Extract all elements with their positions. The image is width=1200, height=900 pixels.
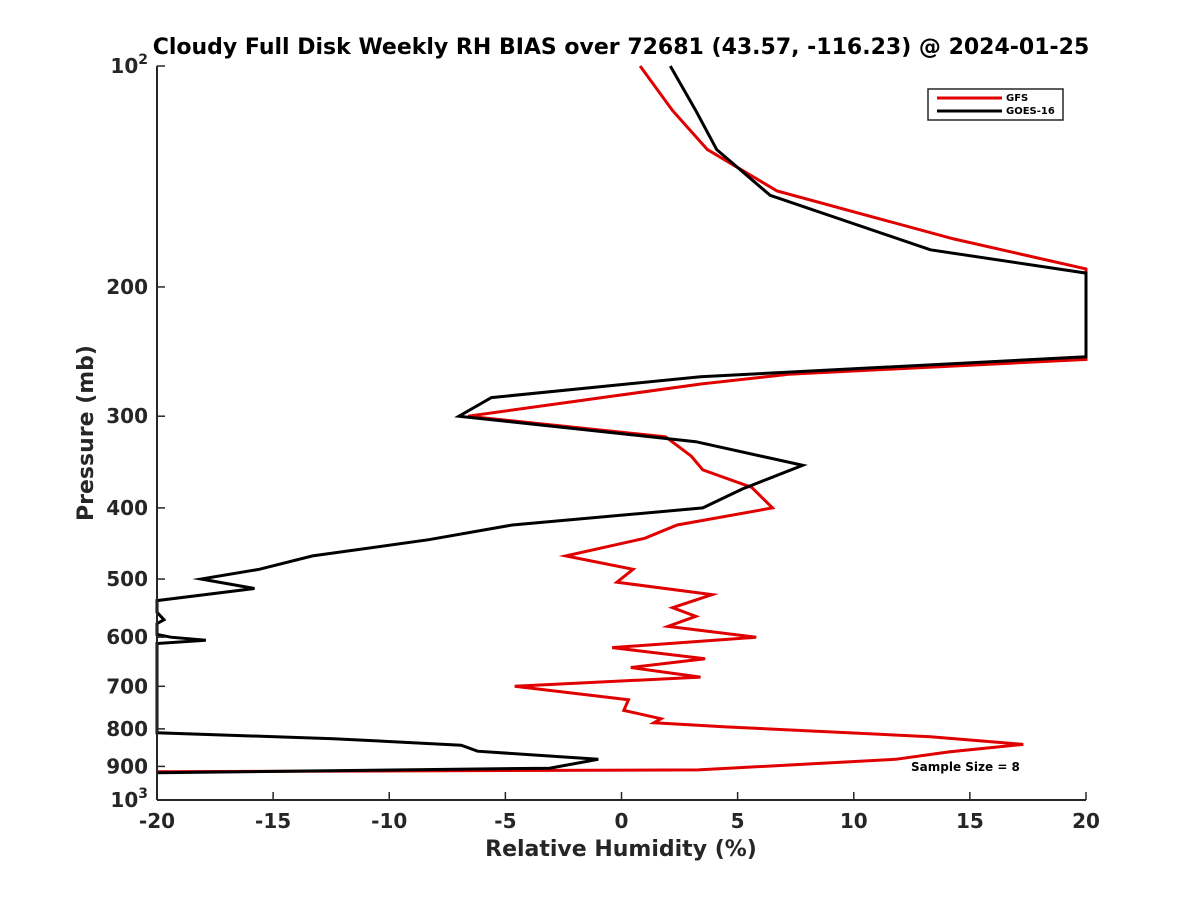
y-tick-label: 300 <box>106 404 148 428</box>
series-line-gfs <box>156 65 1088 774</box>
y-tick-label: 400 <box>106 496 148 520</box>
chart-title: Cloudy Full Disk Weekly RH BIAS over 726… <box>153 35 1090 60</box>
y-tick-label: 200 <box>106 275 148 299</box>
x-tick-label: -5 <box>494 809 516 833</box>
x-tick-label: 5 <box>731 809 745 833</box>
y-tick-label: 102 <box>110 52 148 78</box>
x-tick-label: 15 <box>956 809 984 833</box>
legend: GFS GOES-16 <box>927 88 1064 121</box>
x-ticks: -20 -15 -10 -5 0 5 10 15 20 <box>139 792 1100 833</box>
y-tick-label: 103 <box>110 786 148 812</box>
y-axis-label: Pressure (mb) <box>74 345 99 521</box>
x-tick-label: -10 <box>371 809 407 833</box>
y-ticks: 102 200 300 400 500 600 700 800 900 103 <box>106 52 165 812</box>
x-tick-label: -20 <box>139 809 175 833</box>
x-tick-label: -15 <box>255 809 291 833</box>
sample-size-annotation: Sample Size = 8 <box>911 760 1020 774</box>
y-tick-label: 700 <box>106 674 148 698</box>
series-layer <box>155 65 1088 775</box>
series-line-goes-16 <box>155 65 1088 775</box>
x-axis-label: Relative Humidity (%) <box>485 837 757 862</box>
legend-label-goes-16: GOES-16 <box>1006 106 1055 117</box>
x-tick-label: 0 <box>615 809 629 833</box>
y-tick-label: 900 <box>106 754 148 778</box>
x-tick-label: 20 <box>1072 809 1100 833</box>
legend-label-gfs: GFS <box>1006 93 1028 104</box>
x-tick-label: 10 <box>840 809 868 833</box>
y-tick-label: 600 <box>106 625 148 649</box>
legend-box <box>927 88 1064 121</box>
y-tick-label: 500 <box>106 567 148 591</box>
y-tick-label: 800 <box>106 717 148 741</box>
